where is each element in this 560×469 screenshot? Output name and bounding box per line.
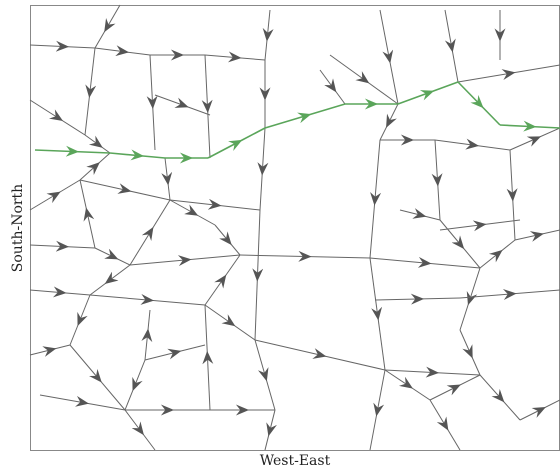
road-segment [399,208,441,221]
road-segment [252,209,264,341]
road-segment [204,51,266,63]
road-segment [29,40,96,52]
road-segment [479,239,516,269]
road-segment [204,304,256,341]
road-segment [79,152,111,181]
road-segment [169,199,216,226]
road-segment [239,250,371,262]
road-segment [439,219,481,269]
road-segment [89,264,131,296]
x-axis-label: West-East [260,453,331,469]
road-segment [79,179,171,201]
road-segment [439,219,521,232]
road-segment [459,289,560,301]
road-segment [257,127,269,211]
plot-frame [30,5,560,451]
road-segment [94,45,151,57]
road-segment [379,9,399,105]
road-segment [124,409,156,451]
route-segment [264,103,346,129]
road-segment [264,409,277,451]
route-segment [109,149,166,161]
road-segment [124,359,146,411]
road-segment [69,294,91,346]
road-segment [169,198,261,211]
road-segment [144,344,206,361]
road-segment [254,339,386,371]
road-segment [254,339,276,411]
road-segment [319,69,346,105]
road-segment [369,369,386,451]
road-segment [369,256,481,269]
road-segment [262,9,274,61]
road-segment [514,229,560,242]
road-segment [374,293,461,305]
road-segment [204,254,241,306]
road-segment [146,54,158,151]
road-segment [154,94,211,116]
road-segment [457,64,560,83]
road-segment [94,4,121,49]
road-segment [431,139,443,221]
road-segment [84,47,97,136]
y-axis-label: South-North [10,184,26,272]
road-segment [369,139,382,259]
road-segment [129,199,171,266]
road-segment [479,374,521,421]
route-segment [397,81,459,105]
road-segment [379,103,399,141]
road-segment [141,309,153,361]
road-segment [434,138,511,151]
road-segment [79,179,96,249]
road-segment [459,329,481,376]
road-segment [384,366,481,378]
road-segment [161,157,173,201]
route-segment [499,120,560,132]
road-segment [506,149,518,241]
road-segment [29,179,81,211]
road-segment [444,9,459,83]
road-segment [201,54,213,159]
road-segment [509,127,560,151]
highlighted-route [34,81,560,164]
road-segment [29,344,71,357]
road-segment [39,394,126,411]
road-segments [29,4,560,451]
road-segment [29,240,96,252]
road-segment [29,286,91,298]
road-segment [369,257,386,371]
route-segment [457,81,501,126]
road-segment [94,247,131,266]
road-segment [202,304,214,411]
road-segment [69,344,126,411]
road-segment [429,399,461,451]
road-segment [429,374,481,401]
road-segment [329,54,399,105]
route-segment [34,145,111,157]
road-segment [519,399,560,421]
road-segment [89,293,206,306]
road-segment [29,99,86,136]
road-segment [384,369,431,401]
road-segment [214,224,241,256]
road-segment [84,134,111,154]
road-segment [459,267,481,331]
route-segment [207,127,266,159]
road-segment [129,254,241,267]
